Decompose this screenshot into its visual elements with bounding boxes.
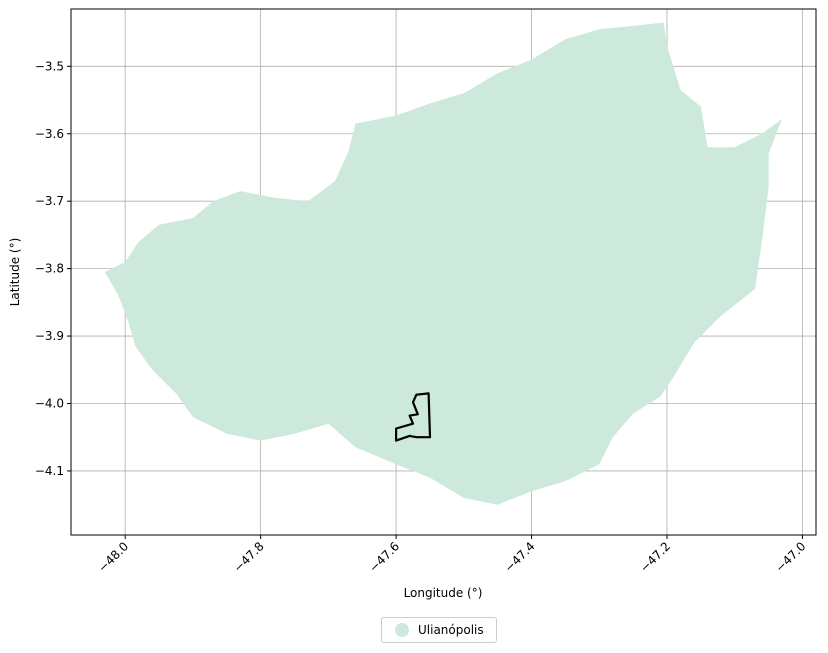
plot-area-frame <box>70 8 817 536</box>
y-tick-label: −4.0 <box>35 397 64 411</box>
y-tick-label: −3.8 <box>35 262 64 276</box>
x-tick-label: −47.0 <box>773 539 809 575</box>
x-tick-label: −47.8 <box>231 539 267 575</box>
x-tick-label: −47.6 <box>366 539 402 575</box>
region-layer <box>104 22 783 505</box>
x-axis-label: Longitude (°) <box>404 586 483 600</box>
y-tick-label: −3.5 <box>35 59 64 73</box>
outline-polygon <box>395 392 432 442</box>
y-axis-label: Latitude (°) <box>8 238 22 307</box>
x-tick-label: −47.4 <box>502 539 538 575</box>
legend-marker-icon <box>395 623 409 637</box>
x-tick-label: −47.2 <box>637 539 673 575</box>
y-tick-label: −4.1 <box>35 464 64 478</box>
region-polygon <box>104 22 783 505</box>
y-tick-label: −3.6 <box>35 127 64 141</box>
y-axis-ticks: −3.5 −3.6 −3.7 −3.8 −3.9 −4.0 −4.1 <box>35 59 71 478</box>
x-axis-ticks: −48.0 −47.8 −47.6 −47.4 −47.2 −47.0 <box>95 535 809 575</box>
outline-layer <box>395 392 432 442</box>
y-tick-label: −3.7 <box>35 194 64 208</box>
x-tick-label: −48.0 <box>95 539 131 575</box>
legend-label: Ulianópolis <box>418 623 484 637</box>
legend: Ulianópolis <box>381 617 497 643</box>
y-tick-label: −3.9 <box>35 329 64 343</box>
